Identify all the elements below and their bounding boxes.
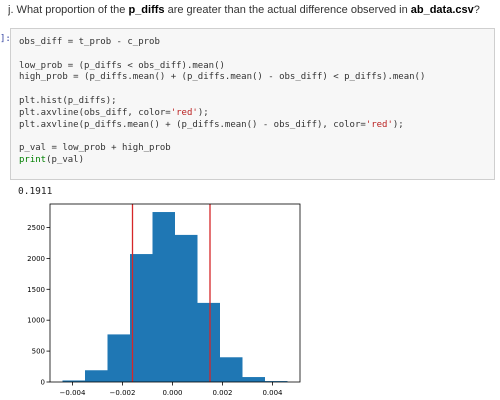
- y-tick-label: 0: [41, 379, 45, 387]
- plot-frame: [49, 203, 301, 383]
- x-tick-label: 0.002: [212, 389, 232, 397]
- output-text: 0.1911: [18, 186, 53, 197]
- code-line: high_prob = (p_diffs.mean() + (p_diffs.m…: [19, 72, 426, 83]
- histogram-bar: [85, 370, 108, 382]
- histogram-bar: [220, 357, 243, 382]
- x-tick-label: −0.002: [110, 389, 136, 397]
- code-line: plt.axvline(obs_diff, color='red');: [19, 107, 209, 118]
- code-line: plt.hist(p_diffs);: [19, 96, 117, 106]
- code-line: p_val = low_prob + high_prob: [19, 143, 171, 154]
- cell-prompt: ]:: [0, 34, 11, 44]
- code-line: low_prob = (p_diffs < obs_diff).mean(): [19, 60, 225, 71]
- y-tick-label: 2000: [27, 255, 45, 263]
- x-tick-label: −0.004: [60, 389, 86, 397]
- code-line: plt.axvline(p_diffs.mean() + (p_diffs.me…: [19, 119, 404, 130]
- y-tick-label: 2500: [27, 224, 45, 232]
- x-tick-label: 0.000: [162, 389, 182, 397]
- x-tick-label: 0.004: [262, 389, 283, 397]
- y-tick-label: 500: [32, 348, 45, 356]
- histogram-bar: [175, 234, 198, 382]
- histogram-chart: −0.004 −0.002 0.000 0.002 0.004 0 500 1000 1500 2…: [27, 203, 301, 397]
- code-cell[interactable]: obs_diff = t_prob - c_prob low_prob = (p_…: [10, 28, 495, 180]
- histogram-bar: [107, 334, 130, 382]
- code-line: obs_diff = t_prob - c_prob: [19, 37, 160, 47]
- y-tick-label: 1500: [27, 286, 45, 294]
- histogram-bar: [130, 254, 153, 382]
- histogram-bar: [152, 212, 175, 382]
- histogram-bar: [62, 380, 85, 382]
- code-line: print(p_val): [19, 155, 85, 165]
- histogram-bar: [242, 377, 265, 382]
- histogram-bar: [197, 302, 220, 382]
- histogram-bar: [265, 381, 288, 382]
- y-tick-label: 1000: [27, 317, 45, 325]
- question-text: j. What proportion of the p_diffs are gr…: [8, 4, 480, 16]
